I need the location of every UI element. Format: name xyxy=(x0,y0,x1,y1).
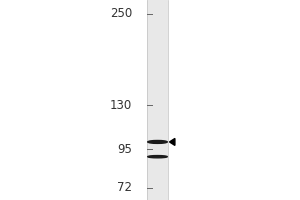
Ellipse shape xyxy=(148,156,167,158)
Ellipse shape xyxy=(148,140,167,143)
Text: 72: 72 xyxy=(117,181,132,194)
Bar xyxy=(147,0,168,200)
Polygon shape xyxy=(169,138,175,145)
Text: 130: 130 xyxy=(110,99,132,112)
Text: 250: 250 xyxy=(110,7,132,20)
Text: 95: 95 xyxy=(117,143,132,156)
